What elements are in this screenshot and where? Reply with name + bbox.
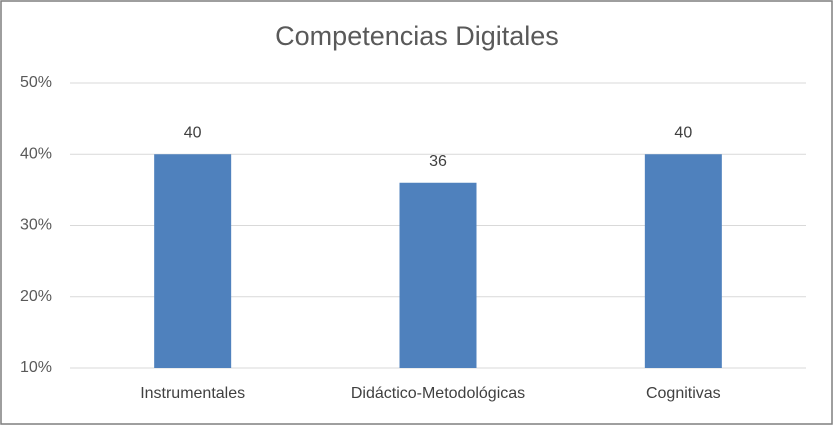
y-tick-label: 20% — [20, 288, 52, 305]
data-label: 40 — [184, 124, 202, 141]
y-tick-label: 40% — [20, 145, 52, 162]
bar — [644, 154, 722, 368]
bar — [399, 182, 477, 368]
bar — [154, 154, 232, 368]
data-label: 40 — [674, 124, 692, 141]
chart-title: Competencias Digitales — [275, 21, 559, 51]
y-tick-label: 50% — [20, 74, 52, 91]
x-tick-label: Didáctico-Metodológicas — [351, 385, 525, 402]
y-tick-label: 10% — [20, 359, 52, 376]
data-label: 36 — [429, 153, 447, 170]
x-tick-label: Cognitivas — [646, 385, 721, 402]
y-tick-label: 30% — [20, 217, 52, 234]
x-tick-label: Instrumentales — [140, 385, 245, 402]
